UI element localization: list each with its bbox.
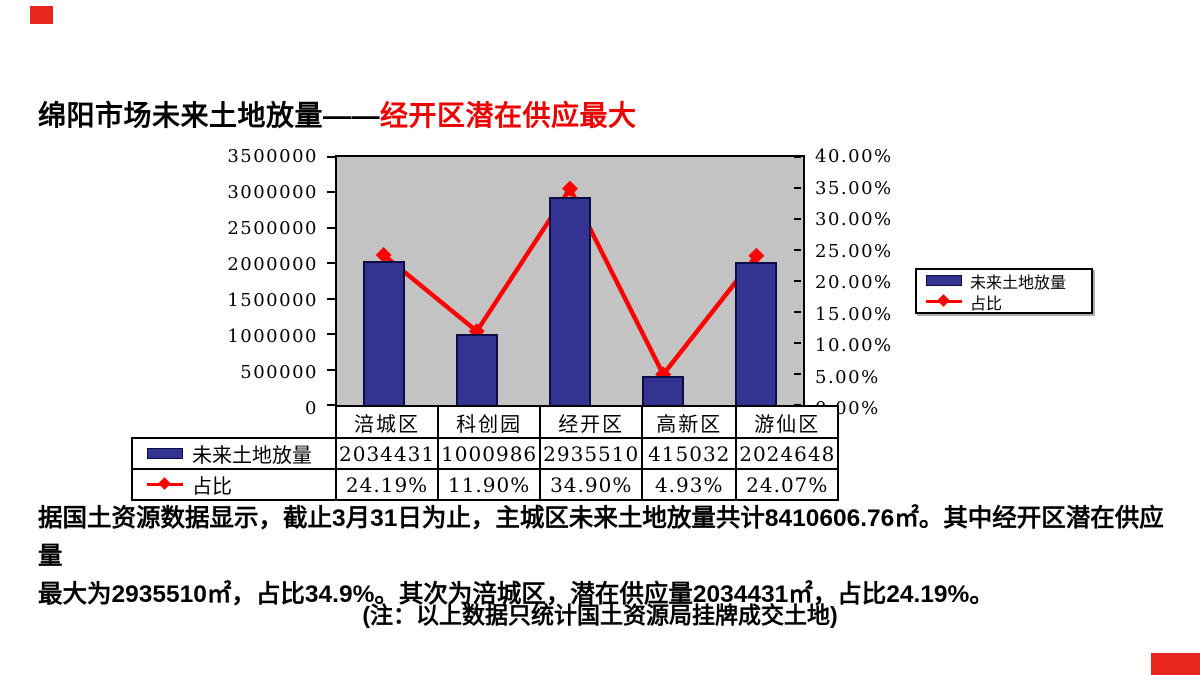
footnote: (注：以上数据只统计国土资源局挂牌成交土地) bbox=[362, 602, 838, 628]
right-axis-label: 35.00% bbox=[815, 177, 893, 199]
ratio-marker-高新区 bbox=[655, 366, 672, 383]
value-cell: 24.07% bbox=[735, 468, 840, 501]
plot-area bbox=[327, 155, 805, 407]
bar-科创园 bbox=[455, 334, 498, 405]
corner-accent-bottom-right bbox=[1151, 653, 1200, 675]
bar-高新区 bbox=[642, 375, 685, 405]
table-row: 占比 24.19% 11.90% 34.90% 4.93% 24.07% bbox=[131, 468, 840, 501]
ratio-marker-经开区 bbox=[562, 180, 578, 197]
value-cell: 1000986 bbox=[437, 437, 542, 470]
right-axis-tick bbox=[794, 311, 801, 313]
right-axis-tick bbox=[794, 373, 801, 375]
bar-经开区 bbox=[549, 197, 591, 405]
right-axis-tick bbox=[794, 249, 801, 251]
legend-label: 占比 bbox=[970, 293, 1003, 313]
line-swatch-icon bbox=[147, 477, 183, 490]
table-corner-blank bbox=[132, 406, 336, 438]
value-cell: 415032 bbox=[641, 437, 738, 470]
legend-item-land-supply: 未来土地放量 bbox=[917, 270, 1091, 292]
legend-label: 未来土地放量 bbox=[970, 272, 1067, 292]
value-cell: 34.90% bbox=[539, 468, 644, 501]
left-axis-label: 2500000 bbox=[227, 218, 318, 239]
page-title: 绵阳市场未来土地放量——经开区潜在供应最大 bbox=[38, 94, 637, 134]
left-axis-label: 2000000 bbox=[227, 254, 318, 275]
value-cell: 2024648 bbox=[735, 437, 840, 470]
category-cell: 高新区 bbox=[641, 405, 738, 439]
right-axis-label: 5.00% bbox=[815, 366, 880, 388]
summary-line-1: 据国土资源数据显示，截止3月31日为止，主城区未来土地放量共计8410606.7… bbox=[38, 505, 1164, 570]
left-axis-label: 0 bbox=[305, 398, 318, 419]
left-axis-label: 1500000 bbox=[227, 290, 318, 311]
category-row: 涪城区 科创园 经开区 高新区 游仙区 bbox=[132, 405, 840, 439]
right-axis-tick bbox=[794, 404, 801, 406]
bar-swatch-icon bbox=[926, 275, 962, 286]
right-axis-label: 40.00% bbox=[815, 146, 893, 167]
left-axis-tick bbox=[327, 404, 335, 406]
summary-text: 据国土资源数据显示，截止3月31日为止，主城区未来土地放量共计8410606.7… bbox=[38, 500, 1168, 614]
right-axis-label: 10.00% bbox=[815, 335, 893, 356]
right-y-axis: 40.00% 35.00% 30.00% 25.00% 20.00% 15.00% 10.0… bbox=[815, 146, 945, 419]
row-label-cell: 占比 bbox=[131, 468, 337, 501]
chart-data-table: 涪城区 科创园 经开区 高新区 游仙区未来土地放量 2034431 1000986 29355… bbox=[131, 405, 840, 501]
value-cell: 4.93% bbox=[641, 468, 738, 501]
category-cell: 游仙区 bbox=[735, 405, 840, 439]
row-label: 未来土地放量 bbox=[192, 443, 312, 467]
table-row: 未来土地放量 2034431 1000986 2935510 415032 2024648 bbox=[131, 437, 840, 470]
right-axis-label: 30.00% bbox=[815, 209, 893, 230]
bar-涪城区 bbox=[362, 260, 405, 405]
left-axis-tick bbox=[327, 297, 335, 300]
row-label: 占比 bbox=[192, 474, 232, 498]
left-axis-label: 1000000 bbox=[227, 326, 318, 347]
category-cell: 涪城区 bbox=[334, 405, 440, 439]
title-red-segment: 经开区潜在供应最大 bbox=[380, 100, 637, 131]
line-swatch-icon bbox=[926, 294, 962, 307]
chart-legend: 未来土地放量 占比 bbox=[915, 268, 1093, 314]
ratio-marker-游仙区 bbox=[748, 247, 765, 264]
left-axis-tick bbox=[327, 156, 335, 158]
right-axis-tick bbox=[794, 280, 801, 282]
row-label-cell: 未来土地放量 bbox=[131, 437, 337, 470]
left-axis-tick bbox=[327, 191, 335, 194]
value-cell: 11.90% bbox=[437, 468, 542, 501]
summary-line-2: 最大为2935510㎡，占比34.9%。其次为涪城区，潜在供应量2034431㎡… bbox=[38, 581, 994, 608]
bar-游仙区 bbox=[735, 261, 778, 405]
corner-accent-top-left bbox=[30, 6, 53, 24]
right-axis-label: 15.00% bbox=[815, 303, 893, 325]
ratio-marker-涪城区 bbox=[375, 247, 392, 264]
left-axis-tick bbox=[327, 333, 335, 336]
category-cell: 经开区 bbox=[539, 405, 644, 439]
title-black-segment: 绵阳市场未来土地放量—— bbox=[38, 100, 381, 131]
left-axis-tick bbox=[327, 368, 335, 371]
right-axis-tick bbox=[794, 187, 801, 189]
legend-item-ratio: 占比 bbox=[917, 291, 1091, 313]
value-cell: 2935510 bbox=[539, 437, 644, 470]
value-cell: 24.19% bbox=[334, 468, 440, 501]
left-y-axis: 3500000 3000000 2500000 2000000 1500000 10000… bbox=[170, 146, 318, 419]
right-axis-label: 20.00% bbox=[815, 272, 893, 293]
left-axis-tick bbox=[327, 226, 335, 229]
right-axis-tick bbox=[794, 218, 801, 220]
left-axis-label: 3000000 bbox=[227, 182, 318, 203]
bar-swatch-icon bbox=[147, 448, 183, 459]
category-cell: 科创园 bbox=[437, 405, 542, 439]
right-axis-tick bbox=[794, 342, 801, 344]
left-axis-tick bbox=[327, 262, 335, 265]
left-axis-label: 3500000 bbox=[227, 146, 318, 167]
left-axis-label: 500000 bbox=[240, 362, 318, 383]
value-cell: 2034431 bbox=[334, 437, 440, 470]
right-axis-label: 25.00% bbox=[815, 240, 893, 262]
right-axis-tick bbox=[794, 156, 801, 158]
